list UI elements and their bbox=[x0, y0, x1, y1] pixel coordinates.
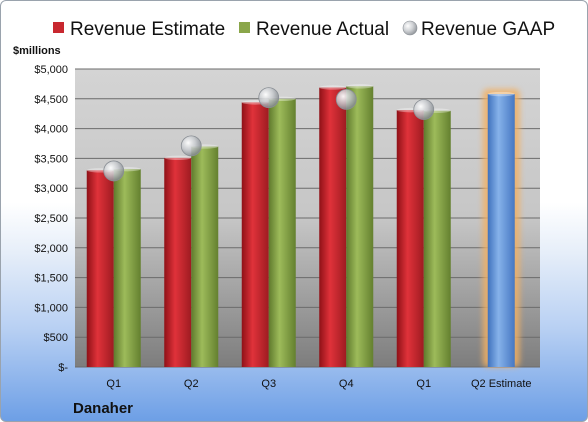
bar-q2-estimate bbox=[487, 94, 515, 368]
legend-swatch bbox=[402, 20, 418, 36]
y-tick-label: $5,000 bbox=[34, 64, 68, 76]
bar-revenue-actual bbox=[113, 169, 141, 367]
bar-revenue-actual bbox=[423, 110, 451, 367]
bar-revenue-estimate bbox=[396, 110, 424, 368]
y-tick-label: $2,000 bbox=[34, 243, 68, 255]
y-tick-label: $3,500 bbox=[34, 153, 68, 165]
y-axis-ticks: $- $500 $1,000 $1,500 $2,000 $2,500 $3,000 $3,5… bbox=[34, 64, 68, 374]
y-tick-label: $2,500 bbox=[34, 213, 68, 225]
bar-revenue-actual-top bbox=[346, 84, 374, 89]
y-tick-label: $4,000 bbox=[34, 124, 68, 136]
gridlines bbox=[75, 68, 540, 368]
legend-label: Revenue GAAP bbox=[421, 19, 555, 40]
gaap-marker bbox=[413, 99, 435, 120]
x-axis-ticks: Q1 Q2 Q3 Q4 Q1 Q2 Estimate bbox=[106, 378, 531, 390]
legend-label: Revenue Estimate bbox=[70, 19, 225, 40]
bar-revenue-actual bbox=[191, 146, 219, 367]
bar-revenue-actual bbox=[268, 98, 296, 368]
y-tick-label: $4,500 bbox=[34, 94, 68, 106]
x-tick-label: Q3 bbox=[261, 378, 276, 390]
x-tick-label: Q2 Estimate bbox=[471, 378, 532, 390]
gaap-marker bbox=[103, 160, 125, 182]
legend: Revenue Estimate Revenue Actual Revenue GA… bbox=[53, 19, 555, 40]
x-tick-label: Q4 bbox=[339, 378, 354, 390]
bar-revenue-estimate bbox=[241, 102, 269, 367]
y-tick-label: $3,000 bbox=[34, 183, 68, 195]
bar-revenue-estimate-top bbox=[319, 85, 347, 90]
bar-q2-estimate-top bbox=[487, 91, 515, 97]
gaap-marker bbox=[180, 135, 202, 157]
x-tick-label: Q1 bbox=[416, 378, 431, 390]
bar-revenue-actual bbox=[346, 86, 374, 367]
gaap-marker bbox=[258, 87, 280, 109]
bar-revenue-estimate bbox=[319, 87, 347, 367]
bar-revenue-estimate bbox=[164, 157, 192, 367]
y-tick-label: $1,000 bbox=[34, 302, 68, 314]
legend-swatch bbox=[53, 22, 64, 33]
y-tick-label: $- bbox=[58, 362, 68, 374]
bar-revenue-estimate bbox=[86, 170, 114, 367]
y-tick-label: $1,500 bbox=[34, 273, 68, 285]
x-tick-label: Q2 bbox=[184, 378, 199, 390]
legend-swatch bbox=[239, 22, 250, 33]
x-tick-label: Q1 bbox=[106, 378, 121, 390]
company-label: Danaher bbox=[73, 400, 133, 417]
legend-label: Revenue Actual bbox=[256, 19, 389, 40]
gaap-marker bbox=[335, 88, 357, 110]
y-axis-unit-label: $millions bbox=[13, 45, 61, 57]
y-tick-label: $500 bbox=[44, 332, 68, 344]
bar-revenue-estimate-top bbox=[164, 155, 192, 161]
gaap-markers bbox=[103, 87, 435, 182]
